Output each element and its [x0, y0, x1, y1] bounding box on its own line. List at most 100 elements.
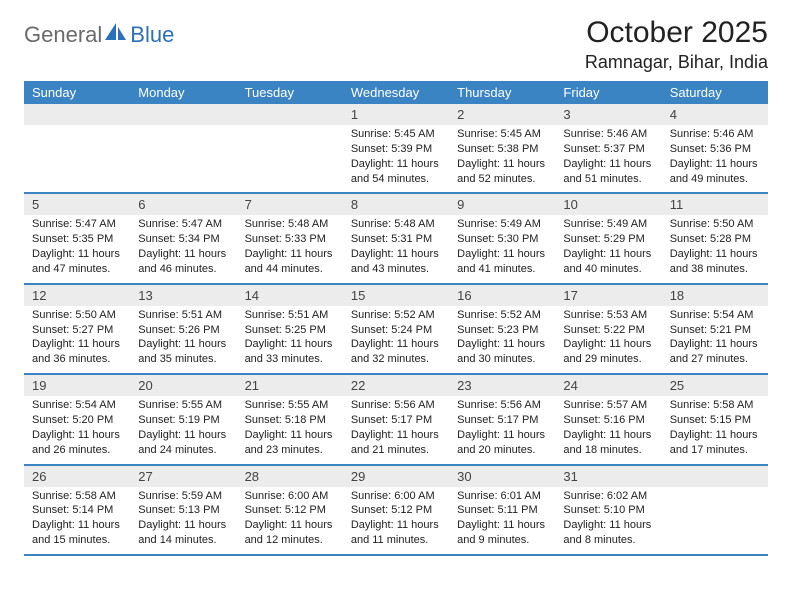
daynum-row: 12131415161718	[24, 285, 768, 306]
daylight-text: Daylight: 11 hours and 8 minutes.	[563, 518, 653, 548]
sunset-text: Sunset: 5:17 PM	[351, 413, 441, 428]
weekday-label: Friday	[555, 81, 661, 104]
daynum-row: 1234	[24, 104, 768, 125]
day-cell: Sunrise: 6:01 AMSunset: 5:11 PMDaylight:…	[449, 487, 555, 554]
calendar-page: General Blue October 2025 Ramnagar, Biha…	[0, 0, 792, 568]
day-cell: Sunrise: 6:00 AMSunset: 5:12 PMDaylight:…	[237, 487, 343, 554]
day-details	[138, 125, 228, 127]
daylight-text: Daylight: 11 hours and 26 minutes.	[32, 428, 122, 458]
day-number	[130, 104, 236, 125]
weekday-header: Sunday Monday Tuesday Wednesday Thursday…	[24, 81, 768, 104]
sunset-text: Sunset: 5:35 PM	[32, 232, 122, 247]
day-cell: Sunrise: 5:56 AMSunset: 5:17 PMDaylight:…	[449, 396, 555, 463]
daylight-text: Daylight: 11 hours and 38 minutes.	[670, 247, 760, 277]
daylight-text: Daylight: 11 hours and 36 minutes.	[32, 337, 122, 367]
day-number: 20	[130, 375, 236, 396]
day-number: 25	[662, 375, 768, 396]
daylight-text: Daylight: 11 hours and 12 minutes.	[245, 518, 335, 548]
sunrise-text: Sunrise: 5:47 AM	[32, 217, 122, 232]
daylight-text: Daylight: 11 hours and 15 minutes.	[32, 518, 122, 548]
header: General Blue October 2025 Ramnagar, Biha…	[24, 16, 768, 73]
day-details: Sunrise: 5:55 AMSunset: 5:18 PMDaylight:…	[245, 396, 335, 457]
day-details: Sunrise: 6:01 AMSunset: 5:11 PMDaylight:…	[457, 487, 547, 548]
day-number: 17	[555, 285, 661, 306]
day-number: 31	[555, 466, 661, 487]
brand-part2: Blue	[130, 22, 174, 48]
day-details: Sunrise: 6:00 AMSunset: 5:12 PMDaylight:…	[351, 487, 441, 548]
daylight-text: Daylight: 11 hours and 14 minutes.	[138, 518, 228, 548]
sunrise-text: Sunrise: 5:50 AM	[670, 217, 760, 232]
brand-part1: General	[24, 22, 102, 48]
day-details: Sunrise: 5:50 AMSunset: 5:27 PMDaylight:…	[32, 306, 122, 367]
day-cell: Sunrise: 5:49 AMSunset: 5:30 PMDaylight:…	[449, 215, 555, 282]
sunset-text: Sunset: 5:26 PM	[138, 323, 228, 338]
daylight-text: Daylight: 11 hours and 17 minutes.	[670, 428, 760, 458]
weekday-label: Thursday	[449, 81, 555, 104]
day-details: Sunrise: 6:02 AMSunset: 5:10 PMDaylight:…	[563, 487, 653, 548]
sunrise-text: Sunrise: 5:49 AM	[563, 217, 653, 232]
sunrise-text: Sunrise: 5:52 AM	[351, 308, 441, 323]
daylight-text: Daylight: 11 hours and 43 minutes.	[351, 247, 441, 277]
day-number: 24	[555, 375, 661, 396]
day-details: Sunrise: 5:55 AMSunset: 5:19 PMDaylight:…	[138, 396, 228, 457]
sunset-text: Sunset: 5:34 PM	[138, 232, 228, 247]
day-number: 16	[449, 285, 555, 306]
day-details	[245, 125, 335, 127]
day-cell: Sunrise: 5:52 AMSunset: 5:23 PMDaylight:…	[449, 306, 555, 373]
sunset-text: Sunset: 5:13 PM	[138, 503, 228, 518]
week-row: Sunrise: 5:45 AMSunset: 5:39 PMDaylight:…	[24, 125, 768, 194]
sunset-text: Sunset: 5:17 PM	[457, 413, 547, 428]
day-cell	[24, 125, 130, 192]
brand-logo: General Blue	[24, 16, 174, 48]
day-cell: Sunrise: 5:51 AMSunset: 5:26 PMDaylight:…	[130, 306, 236, 373]
day-details: Sunrise: 5:54 AMSunset: 5:21 PMDaylight:…	[670, 306, 760, 367]
month-title: October 2025	[585, 16, 768, 50]
day-details: Sunrise: 5:50 AMSunset: 5:28 PMDaylight:…	[670, 215, 760, 276]
daylight-text: Daylight: 11 hours and 52 minutes.	[457, 157, 547, 187]
day-details	[670, 487, 760, 489]
daynum-row: 262728293031	[24, 466, 768, 487]
sunset-text: Sunset: 5:38 PM	[457, 142, 547, 157]
day-number: 29	[343, 466, 449, 487]
sunrise-text: Sunrise: 5:51 AM	[138, 308, 228, 323]
day-details: Sunrise: 5:49 AMSunset: 5:29 PMDaylight:…	[563, 215, 653, 276]
day-number: 13	[130, 285, 236, 306]
daylight-text: Daylight: 11 hours and 41 minutes.	[457, 247, 547, 277]
day-details: Sunrise: 5:56 AMSunset: 5:17 PMDaylight:…	[351, 396, 441, 457]
day-details: Sunrise: 5:57 AMSunset: 5:16 PMDaylight:…	[563, 396, 653, 457]
day-number: 28	[237, 466, 343, 487]
weekday-label: Saturday	[662, 81, 768, 104]
sunset-text: Sunset: 5:21 PM	[670, 323, 760, 338]
sunrise-text: Sunrise: 6:02 AM	[563, 489, 653, 504]
day-details: Sunrise: 5:56 AMSunset: 5:17 PMDaylight:…	[457, 396, 547, 457]
day-number: 23	[449, 375, 555, 396]
day-number: 2	[449, 104, 555, 125]
day-cell: Sunrise: 5:49 AMSunset: 5:29 PMDaylight:…	[555, 215, 661, 282]
sunset-text: Sunset: 5:15 PM	[670, 413, 760, 428]
week-row: Sunrise: 5:47 AMSunset: 5:35 PMDaylight:…	[24, 215, 768, 284]
daylight-text: Daylight: 11 hours and 47 minutes.	[32, 247, 122, 277]
day-cell	[237, 125, 343, 192]
day-cell: Sunrise: 5:46 AMSunset: 5:36 PMDaylight:…	[662, 125, 768, 192]
daylight-text: Daylight: 11 hours and 46 minutes.	[138, 247, 228, 277]
calendar-body: 1234Sunrise: 5:45 AMSunset: 5:39 PMDayli…	[24, 104, 768, 556]
day-details: Sunrise: 5:59 AMSunset: 5:13 PMDaylight:…	[138, 487, 228, 548]
day-number: 30	[449, 466, 555, 487]
day-cell	[662, 487, 768, 554]
sunrise-text: Sunrise: 5:57 AM	[563, 398, 653, 413]
sunset-text: Sunset: 5:23 PM	[457, 323, 547, 338]
sunrise-text: Sunrise: 5:56 AM	[351, 398, 441, 413]
week-row: Sunrise: 5:54 AMSunset: 5:20 PMDaylight:…	[24, 396, 768, 465]
day-number: 26	[24, 466, 130, 487]
day-number: 15	[343, 285, 449, 306]
day-cell: Sunrise: 5:46 AMSunset: 5:37 PMDaylight:…	[555, 125, 661, 192]
sunrise-text: Sunrise: 5:52 AM	[457, 308, 547, 323]
sunrise-text: Sunrise: 5:48 AM	[245, 217, 335, 232]
sunrise-text: Sunrise: 5:51 AM	[245, 308, 335, 323]
day-number: 5	[24, 194, 130, 215]
sunrise-text: Sunrise: 5:49 AM	[457, 217, 547, 232]
sunset-text: Sunset: 5:29 PM	[563, 232, 653, 247]
sunrise-text: Sunrise: 6:01 AM	[457, 489, 547, 504]
sunrise-text: Sunrise: 5:56 AM	[457, 398, 547, 413]
daylight-text: Daylight: 11 hours and 9 minutes.	[457, 518, 547, 548]
